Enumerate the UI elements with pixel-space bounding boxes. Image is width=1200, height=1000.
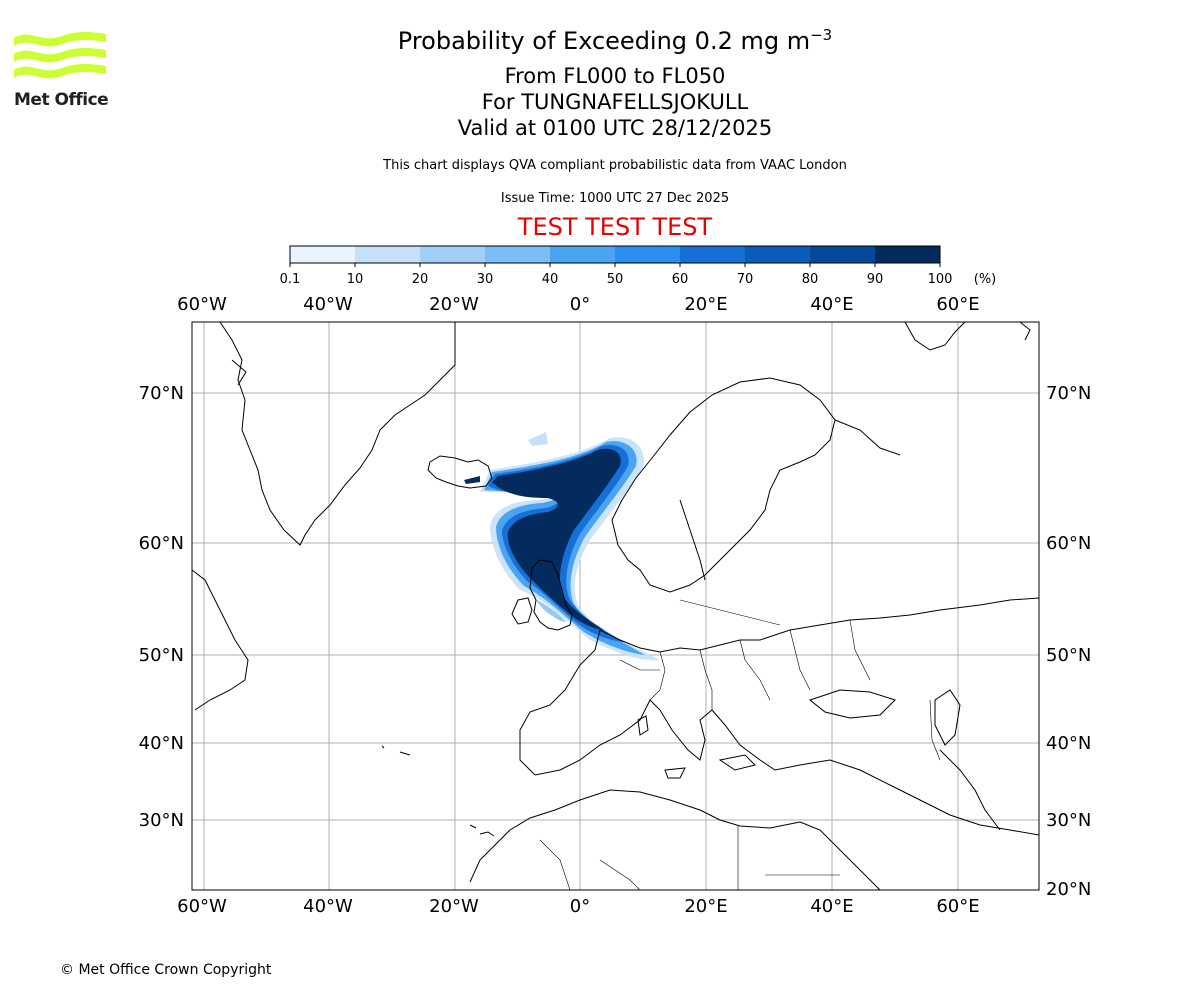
map-contents: [192, 322, 1039, 890]
lat-label-left: 70°N: [139, 383, 184, 404]
chart-subtitle: This chart displays QVA compliant probab…: [383, 158, 847, 173]
graticule: [192, 322, 1039, 890]
lon-label-bottom: 40°E: [810, 896, 853, 917]
met-office-logo: Met Office: [12, 28, 112, 118]
longitude-labels-bottom: 60°W 40°W 20°W 0° 20°E 40°E 60°E: [177, 896, 979, 917]
colorbar-cell: [290, 246, 356, 263]
colorbar-tick-label: 20: [412, 272, 429, 287]
issue-time: Issue Time: 1000 UTC 27 Dec 2025: [500, 191, 730, 206]
colorbar-tick-label: 0.1: [280, 272, 301, 287]
latitude-labels-left: 70°N 60°N 50°N 40°N 30°N: [139, 383, 184, 831]
flight-level-range: From FL000 to FL050: [504, 64, 726, 88]
colorbar-tick-label: 80: [802, 272, 819, 287]
colorbar-cell: [420, 246, 486, 263]
colorbar-cell: [485, 246, 551, 263]
lat-label-left: 50°N: [139, 645, 184, 666]
lon-label-bottom: 20°W: [429, 896, 479, 917]
lon-label-bottom: 20°E: [684, 896, 727, 917]
colorbar-tick-label: 10: [347, 272, 364, 287]
colorbar-cell: [875, 246, 941, 263]
valid-time: Valid at 0100 UTC 28/12/2025: [457, 116, 773, 140]
lon-label-bottom: 60°E: [936, 896, 979, 917]
colorbar-cell: [745, 246, 811, 263]
lat-label-left: 40°N: [139, 733, 184, 754]
lon-label-top: 40°W: [303, 294, 353, 315]
colorbar-tick-label: 60: [672, 272, 689, 287]
colorbar-tick-label: 70: [737, 272, 754, 287]
colorbar-legend: 0.1 10 20 30 40 50 60 70 80 90 100 (%): [280, 245, 997, 287]
lon-label-top: 0°: [570, 294, 590, 315]
latitude-labels-right: 70°N 60°N 50°N 40°N 30°N 20°N: [1046, 383, 1091, 900]
map-frame: [191, 321, 1040, 891]
lat-label-left: 60°N: [139, 533, 184, 554]
ash-probability-plume: [480, 432, 660, 661]
colorbar-tick-label: 30: [477, 272, 494, 287]
longitude-labels-top: 60°W 40°W 20°W 0° 20°E 40°E 60°E: [177, 294, 979, 315]
colorbar-cell: [355, 246, 421, 263]
chart-title-superscript: −3: [810, 26, 833, 44]
map-area: [192, 322, 1039, 890]
volcano-name: For TUNGNAFELLSJOKULL: [481, 90, 749, 114]
lat-label-right: 50°N: [1046, 645, 1091, 666]
logo-waves-icon: [14, 32, 106, 79]
source-volcano-marker: [464, 476, 480, 484]
lat-label-right: 30°N: [1046, 810, 1091, 831]
colorbar-unit: (%): [974, 272, 997, 287]
colorbar-tick-label: 100: [928, 272, 953, 287]
lat-label-right: 20°N: [1046, 879, 1091, 900]
copyright-notice: © Met Office Crown Copyright: [60, 962, 272, 978]
colorbar-tick-label: 90: [867, 272, 884, 287]
lon-label-bottom: 40°W: [303, 896, 353, 917]
lon-label-top: 60°E: [936, 294, 979, 315]
colorbar-tick-label: 50: [607, 272, 624, 287]
lat-label-right: 60°N: [1046, 533, 1091, 554]
logo-text: Met Office: [14, 90, 109, 110]
lon-label-top: 40°E: [810, 294, 853, 315]
chart-title: Probability of Exceeding 0.2 mg m−3: [0, 26, 1200, 55]
colorbar-tick-label: 40: [542, 272, 559, 287]
lon-label-top: 60°W: [177, 294, 227, 315]
colorbar-cell: [615, 246, 681, 263]
country-borders: [539, 599, 941, 890]
test-banner: TEST TEST TEST: [517, 213, 713, 241]
colorbar-cell: [550, 246, 616, 263]
lat-label-right: 70°N: [1046, 383, 1091, 404]
lat-label-left: 30°N: [139, 810, 184, 831]
lon-label-top: 20°E: [684, 294, 727, 315]
chart-title-main: Probability of Exceeding 0.2 mg m: [397, 27, 811, 55]
lon-label-top: 20°W: [429, 294, 479, 315]
lat-label-right: 40°N: [1046, 733, 1091, 754]
lon-label-bottom: 0°: [570, 896, 590, 917]
coastlines: [192, 322, 1039, 890]
colorbar-cell: [680, 246, 746, 263]
colorbar-cell: [810, 246, 876, 263]
lon-label-bottom: 60°W: [177, 896, 227, 917]
